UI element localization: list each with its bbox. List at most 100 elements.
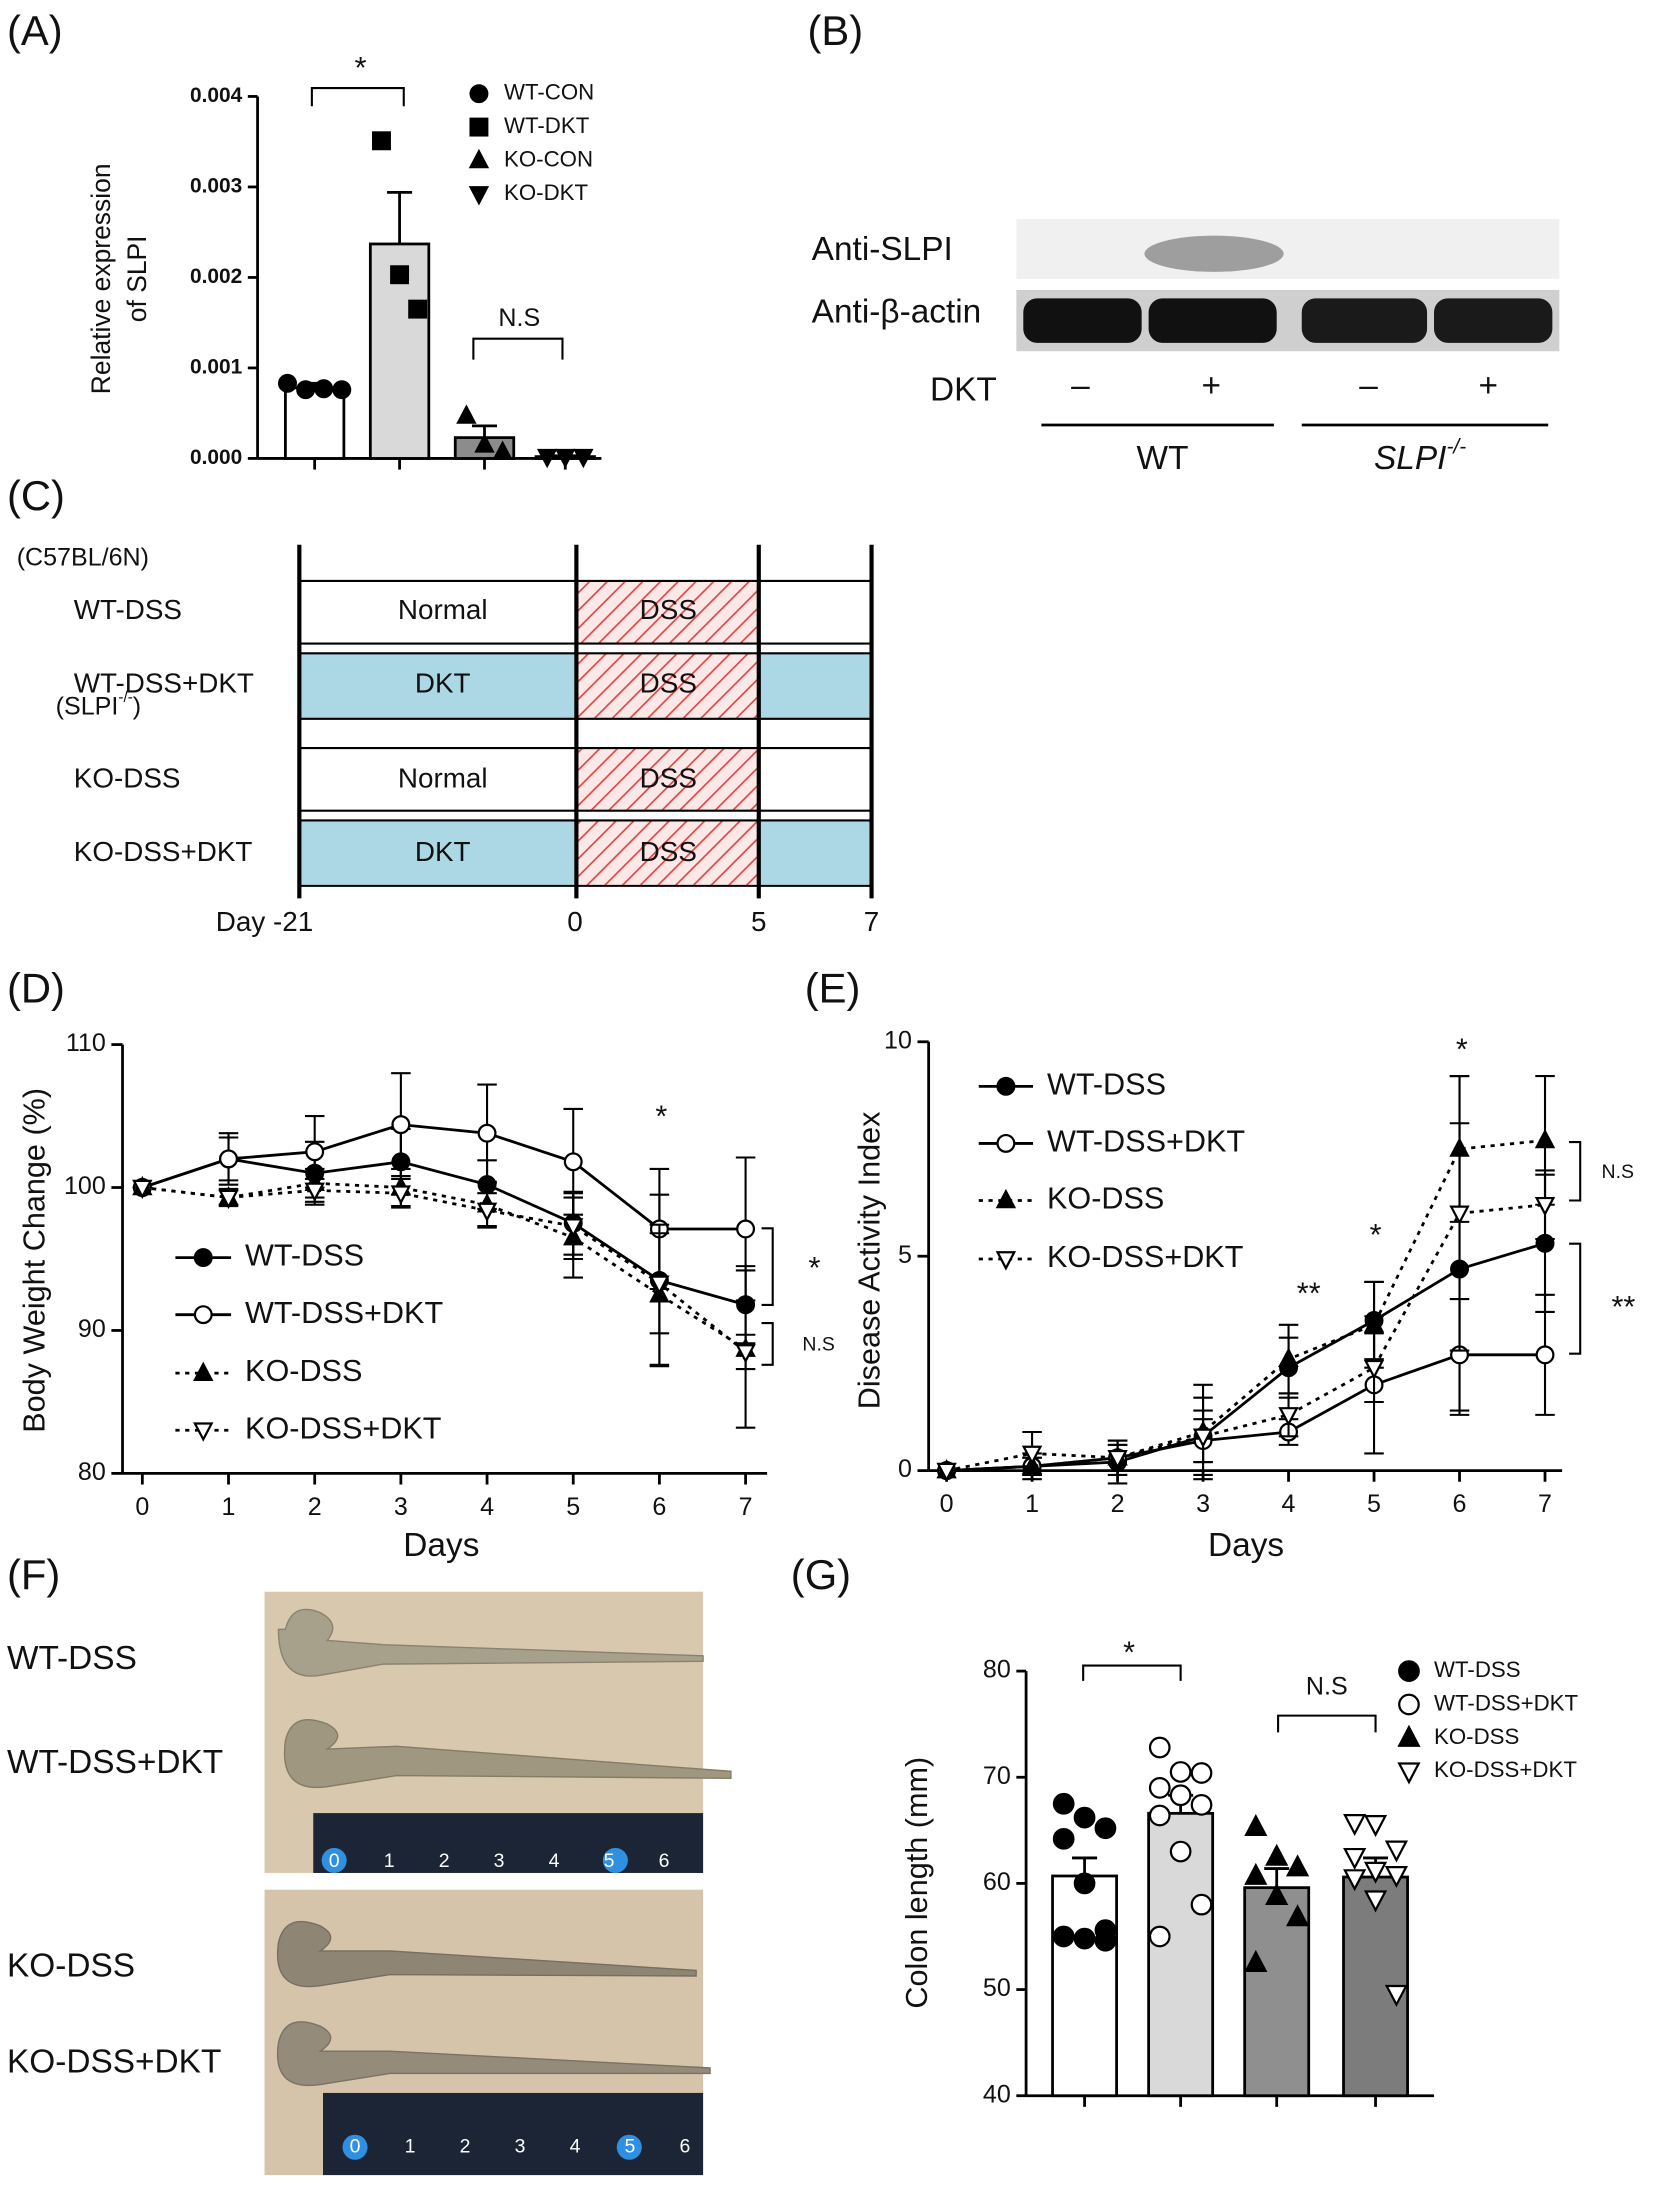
marker [468,186,490,206]
ruler-dot [342,2134,368,2160]
colon [276,1921,697,1988]
blot [1016,218,1560,427]
schedule [297,544,874,899]
marker [563,1152,583,1172]
blot-band [1023,298,1142,343]
y-axis-title: Disease Activity Index [853,1112,887,1410]
marker [468,148,490,169]
legend-label: WT-DSS [1047,1067,1166,1101]
marker [1265,1843,1289,1866]
y-tick-label: 110 [66,1029,106,1057]
marker [555,448,576,469]
group-name: WT [1137,440,1189,477]
strain-superscript: -/- [118,689,132,706]
marker [995,1251,1017,1271]
ruler-number: 1 [405,2135,416,2157]
x-tick-label: 6 [652,1493,666,1521]
group-label: WT-DSS+DKT [7,1744,223,1781]
x-tick-label: 4 [1282,1490,1296,1518]
marker [1278,1347,1299,1367]
dkt-phase [758,653,872,719]
legend-label: WT-DSS+DKT [1434,1690,1579,1715]
phase-label: Normal [398,762,488,793]
marker [936,1462,957,1483]
y-tick-label: 0.002 [190,265,242,288]
marker [996,1076,1016,1096]
marker [476,1202,498,1222]
ruler-number: 6 [680,2135,691,2157]
ruler-number: 4 [570,2135,581,2157]
phase-label: DSS [640,762,697,793]
marker [1397,1724,1421,1747]
marker [372,131,391,151]
annotation: * [655,1099,667,1133]
dkt-phase [299,653,577,719]
marker [1363,1313,1385,1333]
normal-phase [299,748,577,811]
y-tick-label: 100 [64,1172,106,1200]
group-label: KO-DSS+DKT [7,2044,221,2081]
marker [296,380,316,400]
series-line [946,1139,1546,1472]
phase-label: DSS [640,668,697,699]
bar [284,386,346,460]
marker [1021,1445,1043,1466]
treatment-label: DKT [930,371,997,408]
dkt-phase [758,820,872,886]
dkt-phase [299,820,577,886]
marker [474,433,495,453]
marker [219,1149,238,1169]
ruler [313,1813,704,1873]
marker [1190,1893,1213,1916]
day-lines [297,544,874,899]
marker [1534,1128,1556,1149]
y-tick-label: 0.001 [190,355,243,378]
y-tick-label: 0.004 [190,84,243,107]
bracket [310,87,405,107]
x-tick-label: 0 [940,1490,954,1518]
blot-band [1148,298,1277,343]
dss-phase [576,820,759,886]
strain-label: (C57BL/6N) [17,543,149,571]
x-tick-label: 3 [394,1493,408,1521]
ruler-number: 5 [604,1850,615,1872]
group-label: WT-DSS+DKT [74,668,254,699]
marker [1169,1840,1192,1863]
legend-label: KO-DSS+DKT [1047,1240,1243,1274]
marker [1190,1793,1213,1816]
colon [276,2021,711,2087]
y-tick-label: 60 [983,1868,1011,1896]
y-tick-label: 70 [983,1762,1011,1790]
dss-phase [576,580,759,644]
marker [492,440,513,460]
x-tick-label: 0 [135,1493,149,1521]
marker [1244,1862,1268,1885]
marker [1397,1762,1421,1785]
marker [1073,1806,1096,1829]
marker [1535,1345,1555,1365]
marker [1534,1196,1556,1217]
marker [1073,1927,1096,1950]
marker [1384,1840,1409,1863]
legend-label: WT-CON [504,80,594,105]
bracket [761,1321,774,1366]
x-tick-label: 1 [1025,1490,1039,1518]
marker [1398,1693,1420,1716]
ruler-dot [321,1847,347,1873]
bracket [1082,1664,1182,1681]
bracket [472,337,564,360]
legend-label: KO-DSS [245,1354,362,1388]
group-label: KO-DSS+DKT [74,836,253,867]
x-tick-label: 1 [222,1493,236,1521]
ruler-number: 2 [460,2135,471,2157]
annotation: N.S [802,1333,834,1355]
y-tick-label: 10 [884,1026,912,1054]
marker [390,1185,412,1205]
marker [1052,1925,1075,1948]
group-label: SLPI-/- [1374,435,1466,477]
marker [1398,1660,1420,1682]
annotation: * [355,51,367,85]
legend-label: KO-DSS [1047,1182,1164,1216]
marker [995,1188,1017,1209]
bracket [761,1227,774,1306]
